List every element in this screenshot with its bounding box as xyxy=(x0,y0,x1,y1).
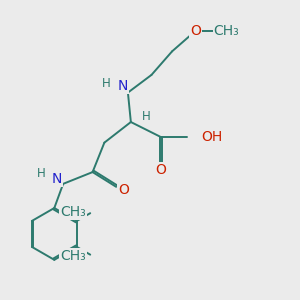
Text: H: H xyxy=(102,77,111,90)
Text: CH₃: CH₃ xyxy=(60,205,86,219)
Text: OH: OH xyxy=(201,130,222,144)
Text: CH₃: CH₃ xyxy=(214,24,239,38)
Text: O: O xyxy=(118,183,129,197)
Text: H: H xyxy=(37,167,45,180)
Text: O: O xyxy=(190,24,201,38)
Text: N: N xyxy=(52,172,62,186)
Text: O: O xyxy=(155,163,166,177)
Text: H: H xyxy=(142,110,151,123)
Text: N: N xyxy=(117,79,128,93)
Text: CH₃: CH₃ xyxy=(60,249,86,263)
